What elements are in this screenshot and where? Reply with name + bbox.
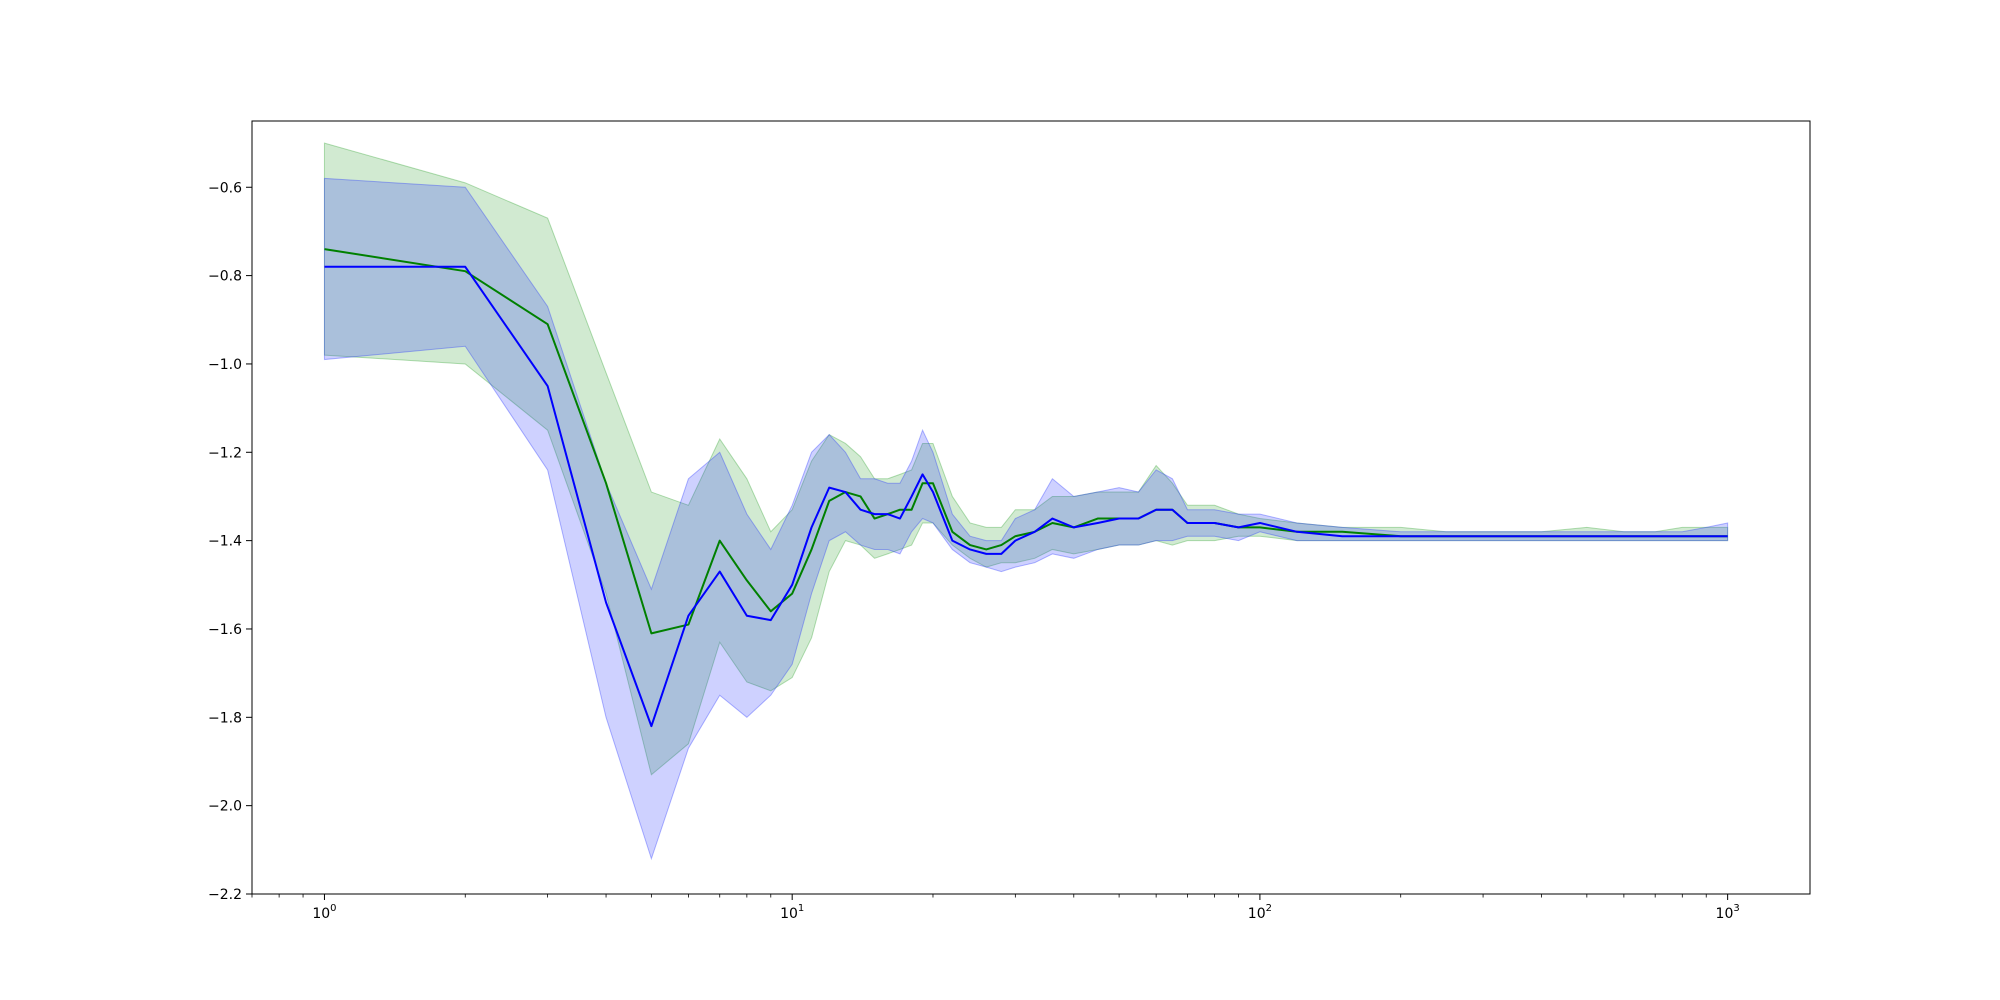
confidence-bands bbox=[323, 142, 1729, 861]
y-tick-label: −2.2 bbox=[208, 887, 242, 903]
x-tick-label: 100 bbox=[312, 903, 336, 922]
y-tick-label: −0.6 bbox=[208, 180, 242, 196]
x-tick-label: 103 bbox=[1716, 903, 1740, 922]
y-tick-label: −1.4 bbox=[208, 534, 242, 550]
series-1-band bbox=[323, 142, 1729, 776]
x-tick-label: 102 bbox=[1248, 903, 1272, 922]
y-tick-label: −1.8 bbox=[208, 710, 242, 726]
y-tick-label: −0.8 bbox=[208, 269, 242, 285]
series-2-line bbox=[324, 265, 1728, 728]
series-2-band bbox=[323, 177, 1729, 861]
x-tick-label: 101 bbox=[780, 903, 804, 922]
y-tick-label: −1.2 bbox=[208, 445, 242, 461]
x-axis: 100 101 102 103 bbox=[251, 894, 1740, 922]
y-tick-label: −1.0 bbox=[208, 357, 242, 373]
plot-frame bbox=[251, 120, 1811, 895]
y-axis: −0.6 −0.8 −1.0 −1.2 −1.4 −1.6 −1.8 −2.0 −2.2 bbox=[208, 180, 252, 903]
y-tick-label: −2.0 bbox=[208, 799, 242, 815]
series-lines bbox=[324, 248, 1728, 728]
y-tick-label: −1.6 bbox=[208, 622, 242, 638]
